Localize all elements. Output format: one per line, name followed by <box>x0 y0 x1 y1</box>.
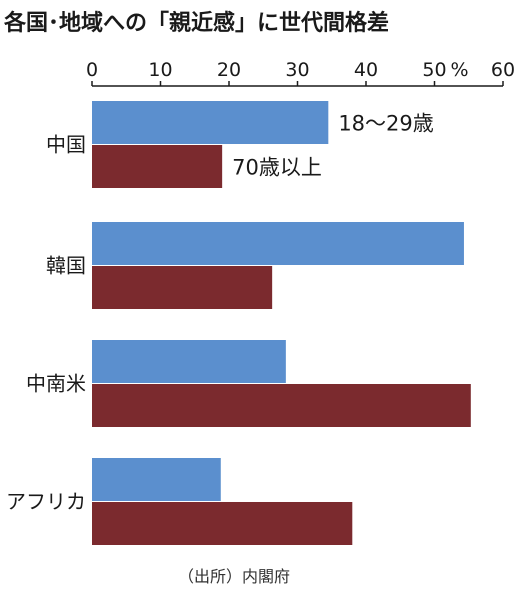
legend-label-young: 18〜29歳 <box>338 112 433 136</box>
x-tick-label: 40 <box>354 59 378 81</box>
category-label: 韓国 <box>46 254 86 278</box>
legend: 18〜29歳 70歳以上 <box>232 112 434 180</box>
chart-title: 各国･地域への「親近感」に世代間格差 <box>3 10 389 36</box>
category-label: 中南米 <box>26 372 86 396</box>
bars <box>92 101 471 545</box>
category-label: 中国 <box>46 133 86 157</box>
x-tick-label: 20 <box>217 59 241 81</box>
bar-young <box>92 222 464 265</box>
bar-young <box>92 458 221 501</box>
x-tick-label: 10 <box>148 59 172 81</box>
category-label: アフリカ <box>6 490 86 514</box>
legend-label-elder: 70歳以上 <box>232 156 322 180</box>
x-tick-label: 60 <box>491 59 515 81</box>
bar-elder <box>92 384 471 427</box>
x-tick-label: 30 <box>285 59 309 81</box>
source-note: （出所）内閣府 <box>178 567 290 586</box>
bar-young <box>92 340 286 383</box>
bar-young <box>92 101 329 144</box>
x-axis-unit: % <box>450 59 468 81</box>
bar-elder <box>92 266 273 309</box>
bar-elder <box>92 502 353 545</box>
x-tick-label: 0 <box>86 59 98 81</box>
x-axis: 0 10 20 30 40 50 60% <box>86 59 515 87</box>
bar-elder <box>92 145 223 188</box>
x-tick-label: 50 <box>422 59 446 81</box>
